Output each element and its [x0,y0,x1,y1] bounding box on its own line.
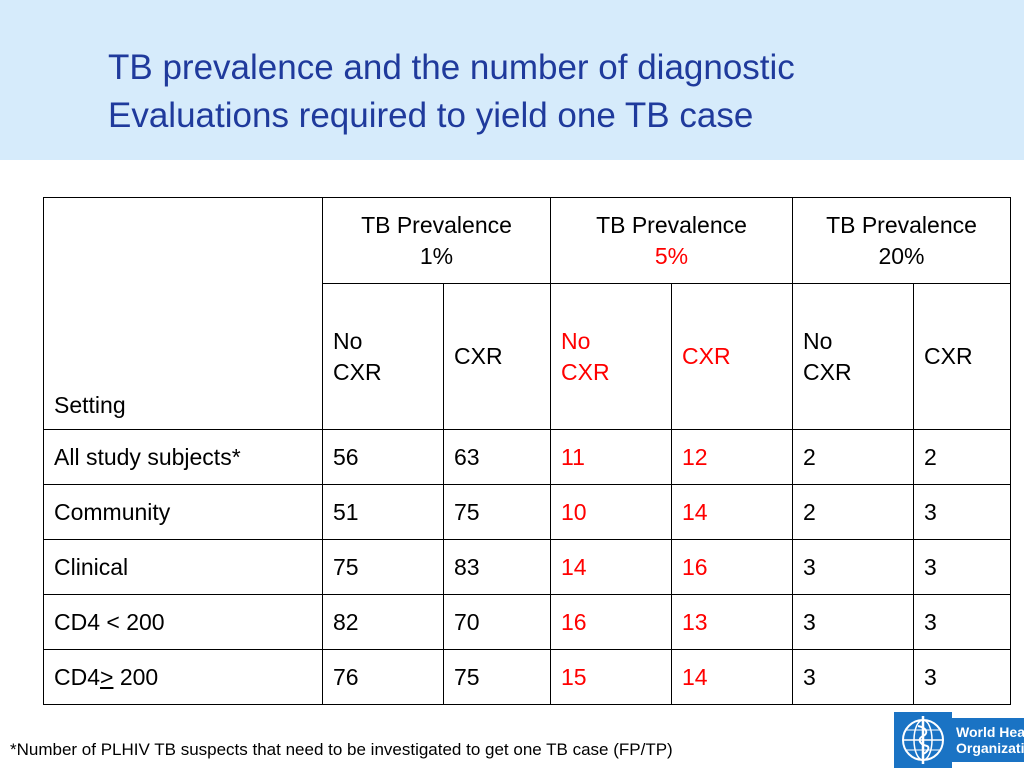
cell-20pct-cxr: 3 [913,649,1011,705]
cell-20pct-no-cxr: 2 [792,484,914,540]
cell-1pct-no-cxr: 51 [322,484,444,540]
cell-20pct-cxr: 3 [913,484,1011,540]
footnote: *Number of PLHIV TB suspects that need t… [10,740,673,759]
sub-header-5pct-no-cxr: No CXR [550,283,672,430]
sub-header-20pct-no-cxr: No CXR [792,283,914,430]
row-setting: CD4 < 200 [43,594,323,650]
table-row: Community 51 75 10 14 2 3 [43,484,1011,540]
sub-header-20pct-cxr: CXR [913,283,1011,430]
who-emblem-icon [894,712,952,768]
cell-5pct-cxr: 14 [671,649,793,705]
cell-5pct-cxr: 12 [671,429,793,485]
greater-equal-symbol: > [100,663,114,690]
row-setting: CD4> 200 [43,649,323,705]
cell-1pct-no-cxr: 75 [322,539,444,595]
table-row: Clinical 75 83 14 16 3 3 [43,539,1011,595]
cell-5pct-cxr: 14 [671,484,793,540]
cell-5pct-no-cxr: 10 [550,484,672,540]
cell-20pct-cxr: 3 [913,594,1011,650]
cell-1pct-no-cxr: 76 [322,649,444,705]
cell-20pct-cxr: 3 [913,539,1011,595]
sub-header-1pct-cxr: CXR [443,283,551,430]
cell-20pct-no-cxr: 2 [792,429,914,485]
title-line-1: TB prevalence and the number of diagnost… [108,48,795,87]
cell-20pct-no-cxr: 3 [792,594,914,650]
sub-header-row: No CXR CXR No CXR CXR No CXR CXR [44,283,1011,430]
title-line-2: Evaluations required to yield one TB cas… [108,96,754,135]
group-header-20pct: TB Prevalence 20% [792,197,1011,284]
cell-5pct-cxr: 13 [671,594,793,650]
cell-5pct-no-cxr: 16 [550,594,672,650]
row-setting: Clinical [43,539,323,595]
cell-5pct-no-cxr: 14 [550,539,672,595]
cell-1pct-cxr: 70 [443,594,551,650]
cell-20pct-no-cxr: 3 [792,539,914,595]
sub-header-5pct-cxr: CXR [671,283,793,430]
cell-1pct-cxr: 63 [443,429,551,485]
cell-1pct-cxr: 83 [443,539,551,595]
cell-5pct-no-cxr: 11 [550,429,672,485]
group-header-row: Setting TB Prevalence 1% TB Prevalence 5… [43,197,1011,430]
cell-5pct-cxr: 16 [671,539,793,595]
sub-header-1pct-no-cxr: No CXR [322,283,444,430]
who-logo-text: World Health Organization [952,718,1024,762]
row-setting: Community [43,484,323,540]
who-logo: World Health Organization [894,712,1024,768]
group-header-5pct: TB Prevalence 5% [550,197,793,284]
cell-20pct-no-cxr: 3 [792,649,914,705]
cell-1pct-cxr: 75 [443,484,551,540]
cell-1pct-no-cxr: 56 [322,429,444,485]
table-row: CD4 < 200 82 70 16 13 3 3 [43,594,1011,650]
prevalence-table: Setting TB Prevalence 1% TB Prevalence 5… [43,197,1011,705]
slide-title: TB prevalence and the number of diagnost… [108,44,988,140]
table-row: All study subjects* 56 63 11 12 2 2 [43,429,1011,485]
row-setting: All study subjects* [43,429,323,485]
group-header-1pct: TB Prevalence 1% [322,197,551,284]
cell-1pct-cxr: 75 [443,649,551,705]
cell-20pct-cxr: 2 [913,429,1011,485]
table-row: CD4> 200 76 75 15 14 3 3 [43,649,1011,705]
slide-header: TB prevalence and the number of diagnost… [0,0,1024,160]
setting-header: Setting [43,197,323,430]
cell-1pct-no-cxr: 82 [322,594,444,650]
cell-5pct-no-cxr: 15 [550,649,672,705]
